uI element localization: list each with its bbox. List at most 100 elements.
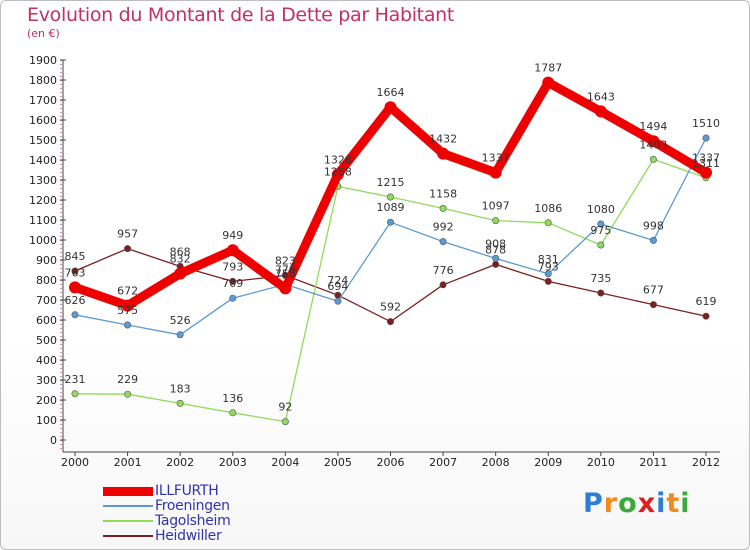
data-label-froeningen: 1510 (692, 117, 720, 130)
data-label-froeningen: 992 (433, 221, 454, 234)
data-label-illfurth: 763 (65, 266, 86, 279)
x-tick-label: 2007 (429, 456, 457, 469)
series-layer (69, 76, 712, 426)
data-point-tagolsheim (597, 241, 605, 249)
data-label-tagolsheim: 1086 (534, 202, 562, 215)
data-point-tagolsheim (124, 390, 132, 398)
series-froeningen (71, 134, 710, 339)
y-tick-label: 1400 (29, 154, 57, 167)
data-label-froeningen: 778 (275, 263, 296, 276)
data-label-froeningen: 526 (170, 314, 191, 327)
y-tick-label: 1000 (29, 234, 57, 247)
y-tick-label: 1800 (29, 74, 57, 87)
data-label-illfurth: 672 (117, 285, 138, 298)
data-point-froeningen (597, 220, 605, 228)
x-tick-label: 2004 (271, 456, 299, 469)
legend-label: ILLFURTH (155, 483, 219, 499)
data-point-heidwiller (649, 301, 657, 309)
data-point-tagolsheim (439, 204, 447, 212)
y-tick-label: 900 (36, 254, 57, 267)
data-point-froeningen (649, 236, 657, 244)
data-label-tagolsheim: 1403 (639, 138, 667, 151)
x-tick-label: 2011 (639, 456, 667, 469)
logo-letter: i (680, 488, 691, 519)
data-point-froeningen (229, 294, 237, 302)
data-label-heidwiller: 878 (485, 243, 506, 256)
data-point-heidwiller (386, 318, 394, 326)
data-point-heidwiller (71, 267, 79, 275)
data-label-tagolsheim: 92 (278, 401, 292, 414)
data-point-illfurth (542, 76, 555, 89)
data-point-froeningen (71, 311, 79, 319)
data-point-froeningen (334, 297, 342, 305)
data-label-illfurth: 758 (275, 267, 296, 280)
x-tick-label: 2002 (166, 456, 194, 469)
y-tick-label: 1500 (29, 134, 57, 147)
legend-label: Froeningen (155, 498, 230, 514)
data-point-tagolsheim (71, 390, 79, 398)
data-point-froeningen (492, 254, 500, 262)
data-label-froeningen: 694 (327, 280, 348, 293)
y-tick-label: 800 (36, 274, 57, 287)
y-tick-label: 1100 (29, 214, 57, 227)
data-point-tagolsheim (544, 219, 552, 227)
data-point-illfurth (279, 282, 292, 295)
data-point-heidwiller (229, 277, 237, 285)
data-point-heidwiller (492, 260, 500, 268)
x-tick-label: 2001 (114, 456, 142, 469)
data-label-illfurth: 1643 (587, 90, 615, 103)
data-point-tagolsheim (229, 409, 237, 417)
data-label-tagolsheim: 1268 (324, 165, 352, 178)
data-point-illfurth (226, 244, 239, 257)
y-tick-label: 500 (36, 334, 57, 347)
data-label-illfurth: 1432 (429, 133, 457, 146)
data-label-froeningen: 1089 (377, 201, 405, 214)
logo-letter: P (583, 488, 604, 519)
data-label-tagolsheim: 229 (117, 373, 138, 386)
data-point-tagolsheim (492, 217, 500, 225)
data-point-heidwiller (597, 289, 605, 297)
data-label-tagolsheim: 136 (222, 392, 243, 405)
x-tick-label: 2005 (324, 456, 352, 469)
data-label-heidwiller: 776 (433, 264, 454, 277)
legend-swatch (103, 520, 153, 522)
legend-swatch (103, 486, 153, 496)
chart-subtitle: (en €) (27, 27, 60, 40)
logo-letter: i (656, 488, 667, 519)
data-label-heidwiller: 793 (538, 260, 559, 273)
data-label-froeningen: 831 (538, 253, 559, 266)
series-heidwiller (71, 245, 710, 326)
data-label-heidwiller: 735 (590, 272, 611, 285)
data-label-heidwiller: 845 (65, 250, 86, 263)
data-label-heidwiller: 592 (380, 301, 401, 314)
data-label-heidwiller: 868 (170, 245, 191, 258)
y-tick-label: 600 (36, 314, 57, 327)
data-label-heidwiller: 957 (117, 228, 138, 241)
data-label-heidwiller: 793 (222, 260, 243, 273)
data-point-illfurth (331, 168, 344, 181)
data-label-heidwiller: 724 (327, 274, 348, 287)
data-label-tagolsheim: 1311 (692, 157, 720, 170)
y-tick-label: 1600 (29, 114, 57, 127)
data-point-illfurth (384, 101, 397, 114)
y-tick-label: 1700 (29, 94, 57, 107)
data-label-tagolsheim: 231 (65, 373, 86, 386)
data-point-illfurth (174, 267, 187, 280)
data-label-froeningen: 998 (643, 219, 664, 232)
data-point-illfurth (69, 281, 81, 294)
data-point-froeningen (124, 321, 132, 329)
data-label-tagolsheim: 1097 (482, 200, 510, 213)
data-point-tagolsheim (176, 399, 184, 407)
data-label-froeningen: 626 (65, 294, 86, 307)
data-label-froeningen: 908 (485, 237, 506, 250)
data-label-tagolsheim: 183 (170, 382, 191, 395)
y-tick-label: 200 (36, 394, 57, 407)
data-label-tagolsheim: 975 (590, 224, 611, 237)
data-point-illfurth (647, 135, 660, 148)
data-point-illfurth (121, 299, 134, 312)
logo-letter: o (618, 488, 638, 519)
data-label-illfurth: 949 (222, 229, 243, 242)
legend-label: Tagolsheim (155, 513, 231, 529)
